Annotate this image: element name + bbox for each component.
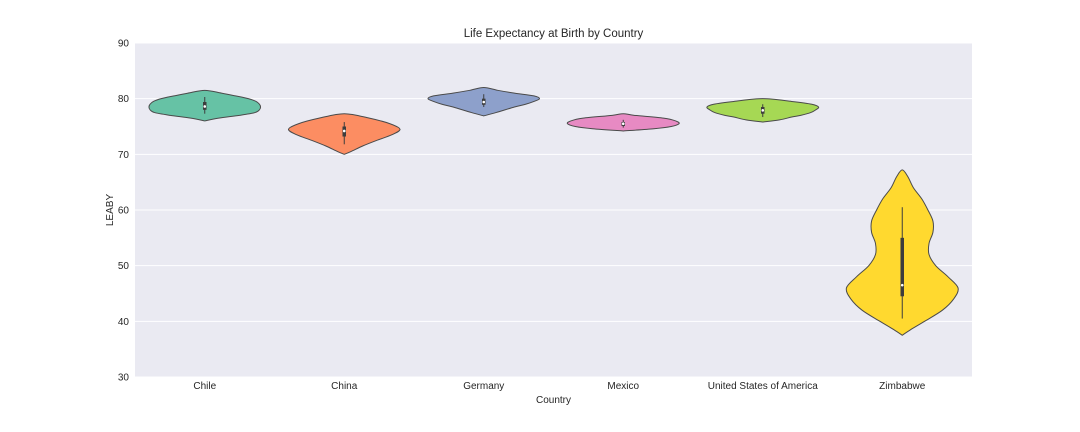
- grid-lines: [135, 42, 972, 378]
- y-axis-ticks: 30 40 50 60 70 80 90: [118, 39, 130, 384]
- x-tick-label: Zimbabwe: [879, 381, 926, 392]
- x-tick-label: Mexico: [607, 381, 639, 392]
- x-tick-label: Chile: [193, 381, 216, 392]
- violin-median-point: [761, 109, 765, 112]
- y-tick-label: 90: [118, 39, 130, 50]
- violin-median-point: [203, 105, 207, 108]
- y-tick-label: 30: [118, 373, 130, 384]
- violin-median-point: [482, 100, 486, 104]
- y-tick-label: 50: [118, 261, 130, 272]
- x-tick-label: United States of America: [708, 381, 818, 392]
- x-tick-label: Germany: [463, 381, 504, 392]
- chart-title: Life Expectancy at Birth by Country: [464, 28, 644, 40]
- violins: [148, 87, 959, 336]
- violin-median-point: [621, 122, 625, 126]
- x-axis-label: Country: [536, 395, 571, 406]
- violin-median-point: [900, 283, 904, 287]
- y-tick-label: 80: [118, 94, 130, 105]
- y-axis-label: LEABY: [105, 194, 116, 227]
- y-tick-label: 60: [118, 206, 130, 217]
- violin-median-point: [342, 129, 346, 133]
- x-tick-label: China: [331, 381, 358, 392]
- y-tick-label: 40: [118, 317, 130, 328]
- x-axis-ticks: Chile China Germany Mexico United States of …: [193, 381, 925, 392]
- y-tick-label: 70: [118, 150, 130, 161]
